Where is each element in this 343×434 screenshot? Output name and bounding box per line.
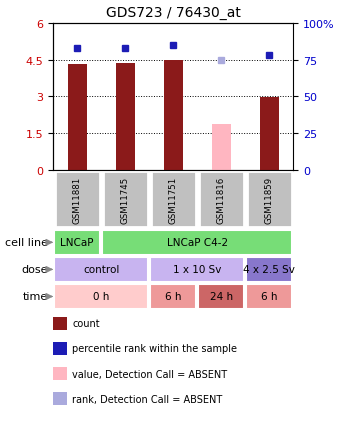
- Text: control: control: [83, 265, 119, 275]
- Bar: [116, 64, 135, 170]
- Bar: [151, 172, 196, 227]
- Text: 6 h: 6 h: [261, 292, 277, 302]
- Text: GSM11751: GSM11751: [169, 176, 178, 224]
- Text: 0 h: 0 h: [93, 292, 109, 302]
- Bar: [246, 257, 292, 282]
- Bar: [150, 284, 196, 309]
- Text: percentile rank within the sample: percentile rank within the sample: [72, 344, 237, 353]
- Text: dose: dose: [22, 265, 48, 275]
- Text: GSM11816: GSM11816: [217, 176, 226, 224]
- Text: count: count: [72, 319, 100, 328]
- Bar: [55, 172, 100, 227]
- Text: value, Detection Call = ABSENT: value, Detection Call = ABSENT: [72, 369, 227, 378]
- Text: 1 x 10 Sv: 1 x 10 Sv: [173, 265, 222, 275]
- Bar: [103, 172, 148, 227]
- Bar: [260, 98, 279, 170]
- Bar: [54, 257, 148, 282]
- Text: GSM11859: GSM11859: [265, 176, 274, 223]
- Bar: [54, 230, 100, 255]
- Bar: [246, 284, 292, 309]
- Text: 6 h: 6 h: [165, 292, 181, 302]
- Text: GSM11881: GSM11881: [73, 176, 82, 224]
- Bar: [198, 284, 244, 309]
- Bar: [164, 60, 183, 170]
- Text: time: time: [23, 292, 48, 302]
- Text: LNCaP: LNCaP: [60, 238, 94, 248]
- Text: 24 h: 24 h: [210, 292, 233, 302]
- Text: rank, Detection Call = ABSENT: rank, Detection Call = ABSENT: [72, 394, 222, 404]
- Text: GSM11745: GSM11745: [121, 176, 130, 224]
- Bar: [212, 125, 231, 170]
- Text: LNCaP C4-2: LNCaP C4-2: [167, 238, 228, 248]
- Bar: [68, 66, 87, 170]
- Title: GDS723 / 76430_at: GDS723 / 76430_at: [106, 6, 241, 20]
- Bar: [102, 230, 292, 255]
- Text: cell line: cell line: [5, 238, 48, 248]
- Bar: [247, 172, 292, 227]
- Text: 4 x 2.5 Sv: 4 x 2.5 Sv: [243, 265, 295, 275]
- Bar: [54, 284, 148, 309]
- Bar: [150, 257, 244, 282]
- Bar: [199, 172, 244, 227]
